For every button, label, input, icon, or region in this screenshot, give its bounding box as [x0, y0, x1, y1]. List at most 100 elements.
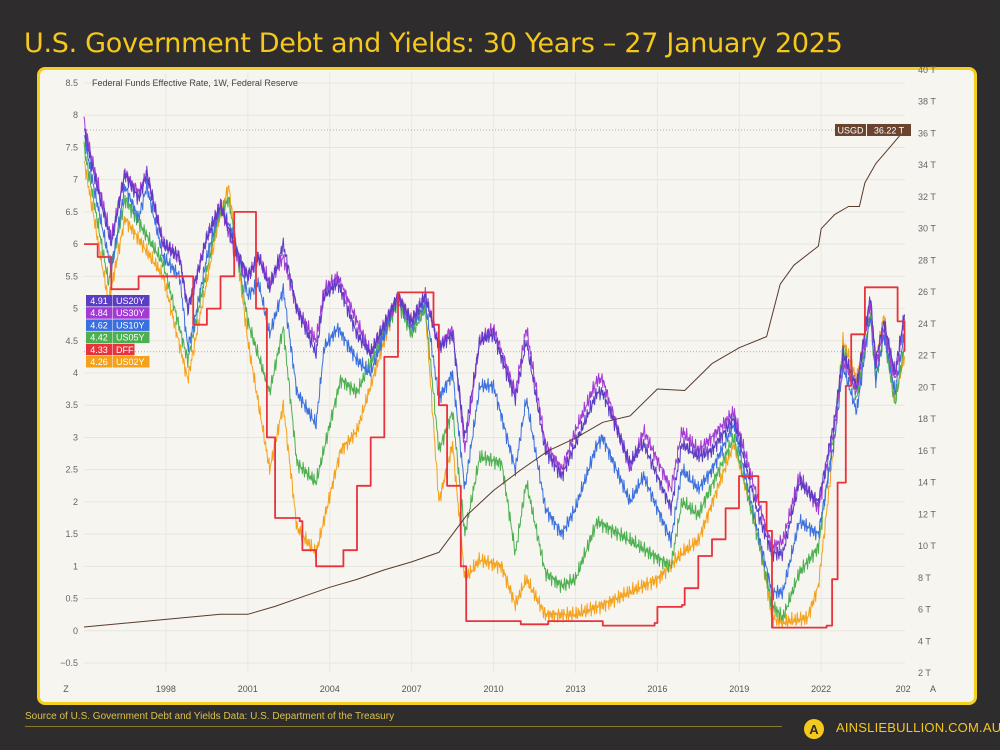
- right-tick-label: 2 T: [918, 668, 931, 678]
- legend-name-box: [112, 295, 150, 307]
- x-tick-label: 2013: [565, 684, 585, 694]
- usgd-name-box: [835, 123, 866, 136]
- left-tick-label: 5.5: [65, 271, 78, 281]
- legend-value: 4.84: [90, 308, 108, 318]
- x-tick-label: 202: [896, 684, 911, 694]
- right-tick-label: 12 T: [918, 509, 936, 519]
- right-tick-label: 16 T: [918, 446, 936, 456]
- left-tick-label: 6: [73, 239, 78, 249]
- left-tick-label: −0.5: [60, 658, 78, 668]
- right-tick-label: 22 T: [918, 351, 936, 361]
- legend-value: 4.91: [90, 296, 108, 306]
- left-tick-label: 6.5: [65, 207, 78, 217]
- right-tick-label: 4 T: [918, 636, 931, 646]
- gridlines: [84, 73, 905, 673]
- x-tick-label: 2022: [811, 684, 831, 694]
- left-tick-label: 1: [73, 561, 78, 571]
- left-tick-label: 1.5: [65, 529, 78, 539]
- legend-tag-us10y: 4.62 US10Y: [86, 319, 150, 331]
- legend-tag-us05y: 4.42 US05Y: [86, 331, 150, 344]
- usgd-value-box: [867, 123, 911, 136]
- left-tick-label: 3.5: [65, 400, 78, 410]
- left-tick-label: 4.5: [65, 336, 78, 346]
- right-tick-label: 40 T: [918, 65, 936, 75]
- left-tick-label: 3: [73, 432, 78, 442]
- right-tick-label: 30 T: [918, 224, 936, 234]
- legend-name: US30Y: [116, 308, 145, 318]
- page-title: U.S. Government Debt and Yields: 30 Year…: [24, 28, 843, 59]
- right-tick-label: 6 T: [918, 605, 931, 615]
- legend-name: DFF: [116, 345, 134, 355]
- right-tick-label: 14 T: [918, 478, 936, 488]
- right-tick-label: 28 T: [918, 255, 936, 265]
- series-line-dff: [84, 211, 906, 629]
- right-tick-label: 38 T: [918, 97, 936, 107]
- legend-value: 4.42: [90, 333, 108, 343]
- left-tick-label: 0.5: [65, 594, 78, 604]
- site-link[interactable]: AINSLIEBULLION.COM.AU: [836, 720, 1000, 735]
- legend-value: 4.33: [90, 345, 108, 355]
- legend-value-box: [86, 307, 112, 319]
- x-tick-label: 2004: [320, 684, 340, 694]
- x-tick-label: 2007: [402, 684, 422, 694]
- left-tick-label: 2.5: [65, 465, 78, 475]
- legend-value: 4.62: [90, 320, 108, 330]
- legend-name-box: [112, 319, 150, 331]
- left-tick-label: 4: [73, 368, 78, 378]
- svg-text:A: A: [809, 722, 819, 737]
- legend-value-box: [86, 331, 112, 344]
- left-tick-label: 7: [73, 175, 78, 185]
- right-tick-label: 8 T: [918, 573, 931, 583]
- usgd-value: 36.22 T: [874, 125, 905, 135]
- legend-name: US02Y: [116, 357, 145, 367]
- legend-name-box: [112, 356, 150, 368]
- series-line-us20y: [83, 128, 905, 562]
- right-tick-label: 34 T: [918, 160, 936, 170]
- x-tick-label: A: [930, 684, 936, 694]
- legend-name: US05Y: [116, 333, 145, 343]
- legend-name: US10Y: [116, 320, 145, 330]
- legend-tag-dff: 4.33 DFF: [86, 343, 135, 356]
- legend-value: 4.26: [90, 357, 108, 367]
- right-tick-label: 26 T: [918, 287, 936, 297]
- left-tick-label: 8.5: [65, 78, 78, 88]
- left-tick-label: 0: [73, 626, 78, 636]
- x-tick-label: Z: [63, 684, 69, 694]
- legend-name: US20Y: [116, 296, 145, 306]
- legend-name-box: [112, 307, 150, 319]
- series-line-us10y: [83, 135, 905, 601]
- x-tick-label: 1998: [156, 684, 176, 694]
- x-tick-label: 2019: [729, 684, 749, 694]
- usgd-name: USGD: [837, 125, 864, 135]
- legend-value-box: [86, 356, 112, 368]
- x-tick-label: 2016: [647, 684, 667, 694]
- left-tick-label: 2: [73, 497, 78, 507]
- right-tick-label: 10 T: [918, 541, 936, 551]
- right-tick-label: 32 T: [918, 192, 936, 202]
- legend-tag-us20y: 4.91 US20Y: [86, 295, 150, 307]
- left-tick-label: 7.5: [65, 142, 78, 152]
- series-lines: [83, 116, 906, 629]
- x-tick-label: 2001: [238, 684, 258, 694]
- right-tick-label: 36 T: [918, 128, 936, 138]
- footer-divider: [25, 726, 782, 727]
- ainslie-logo-icon: A: [804, 719, 824, 739]
- legend-tag-us30y: 4.84 US30Y: [86, 307, 150, 319]
- right-tick-label: 18 T: [918, 414, 936, 424]
- usgd-value-tag: USGD 36.22 T: [835, 123, 911, 136]
- reference-lines: [84, 129, 905, 353]
- left-tick-label: 5: [73, 304, 78, 314]
- right-tick-label: 24 T: [918, 319, 936, 329]
- left-tick-label: 8: [73, 110, 78, 120]
- series-line-us05y: [83, 141, 905, 622]
- right-tick-label: 20 T: [918, 382, 936, 392]
- legend-value-box: [86, 319, 112, 331]
- legend-value-box: [86, 295, 112, 307]
- source-note: Source of U.S. Government Debt and Yield…: [25, 711, 395, 722]
- legend-tag-us02y: 4.26 US02Y: [86, 356, 150, 368]
- chart-subtitle: Federal Funds Effective Rate, 1W, Federa…: [92, 78, 298, 88]
- legend-value-box: [86, 343, 112, 356]
- x-tick-label: 2010: [484, 684, 504, 694]
